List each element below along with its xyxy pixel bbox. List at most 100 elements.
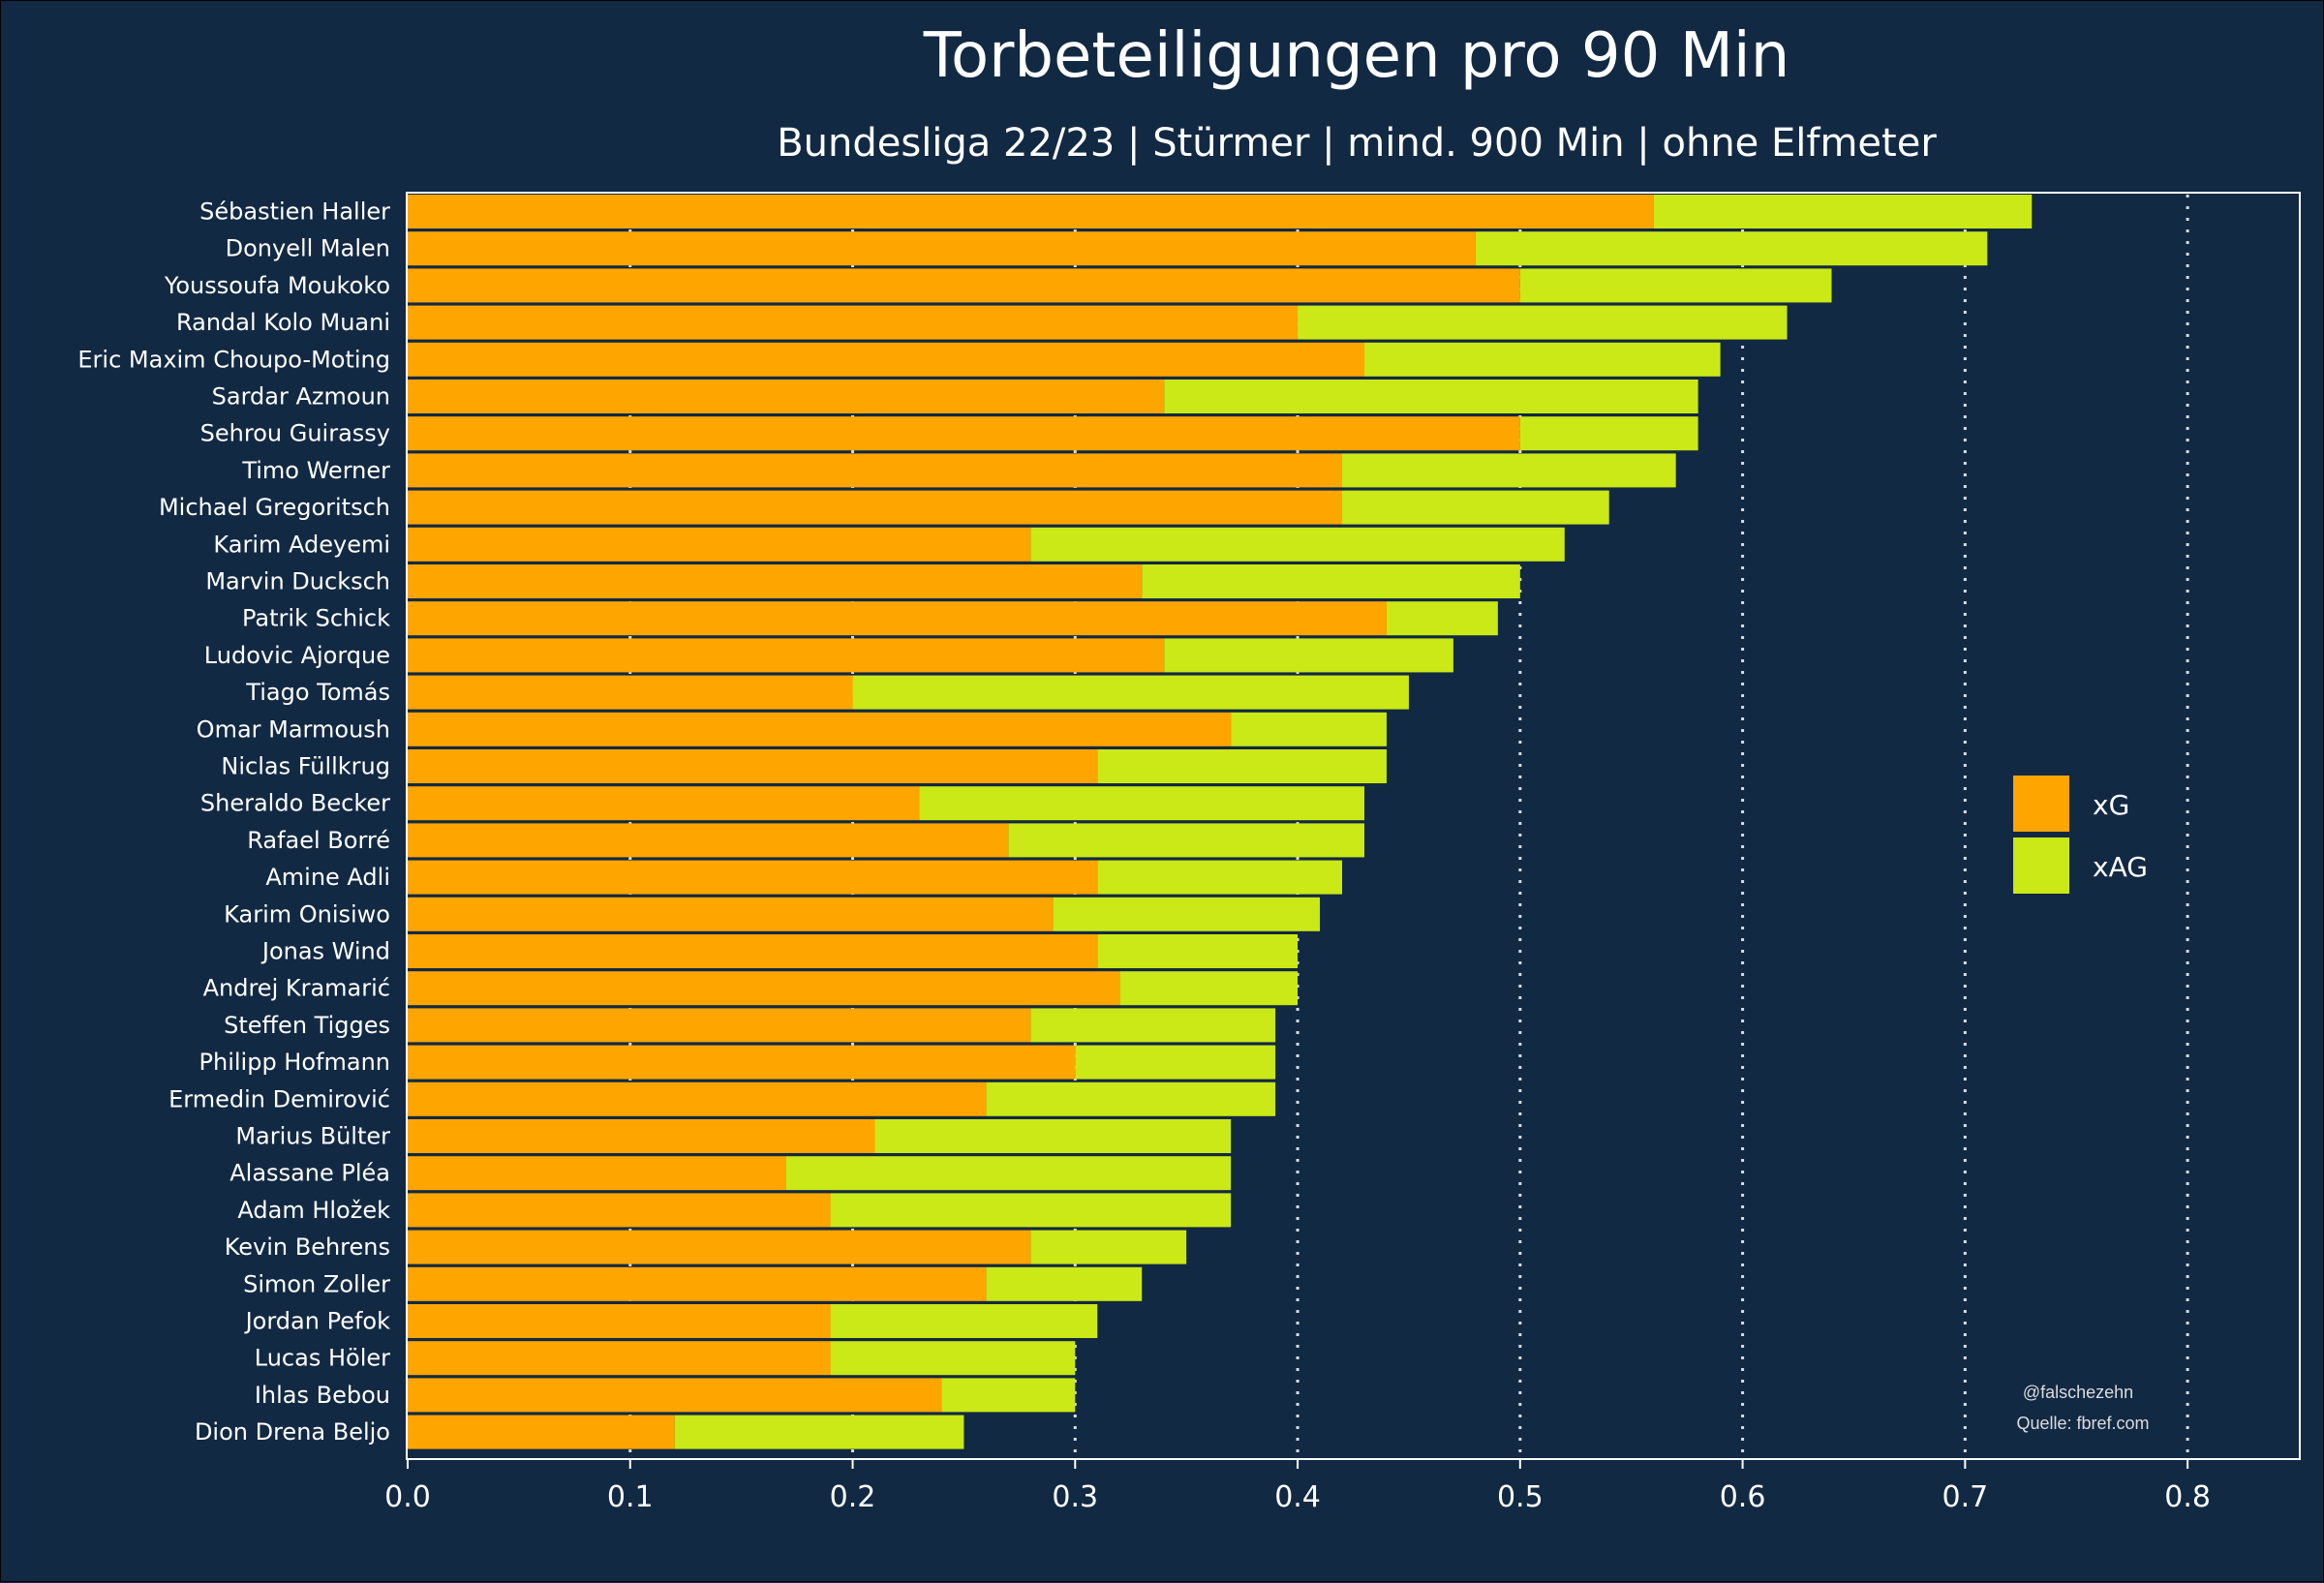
x-axis-ticks: 0.0 0.1 0.2 0.3 0.4 0.5 0.6 0.7 0.8 [384,1459,2211,1514]
bar-xg-tiago-tomas [408,675,853,710]
legend-swatch-xg [2013,776,2069,832]
bar-xag-alassane-plea [785,1156,1232,1191]
x-tick-label: 0.8 [2164,1480,2211,1514]
bar-xg-lucas-holer [408,1341,831,1376]
bar-xg-randal-kolo-muani [408,305,1299,340]
category-label: Youssoufa Moukoko [164,272,390,299]
bar-xag-marius-bulter [874,1119,1232,1153]
bar-xag-omar-marmoush [1231,712,1387,746]
bar-xag-eric-maxim-choupo-moting [1363,342,1721,377]
category-label: Randal Kolo Muani [176,309,390,336]
bar-xg-karim-adeyemi [408,527,1031,562]
bar-xg-rafael-borre [408,823,1009,858]
bar-xag-sheraldo-becker [919,786,1364,821]
category-label: Alassane Pléa [229,1160,390,1187]
category-label: Tiago Tomás [245,679,390,706]
category-label: Marius Bülter [235,1123,390,1150]
bar-xg-philipp-hofmann [408,1045,1076,1080]
bar-xg-adam-hlozek [408,1193,831,1228]
bar-xag-kevin-behrens [1030,1230,1187,1264]
bar-xg-karim-onisiwo [408,897,1054,931]
category-label: Lucas Höler [255,1345,390,1372]
source-note: Quelle: fbref.com [2016,1414,2149,1433]
category-label: Donyell Malen [226,235,390,262]
category-label: Philipp Hofmann [199,1049,390,1076]
category-label: Karim Adeyemi [213,531,390,558]
bar-xag-tiago-tomas [852,675,1409,710]
x-tick-label: 0.5 [1497,1480,1544,1514]
category-label: Patrik Schick [242,605,390,632]
x-tick-label: 0.2 [830,1480,876,1514]
category-label: Rafael Borré [247,827,390,854]
bar-xag-steffen-tigges [1030,1008,1276,1043]
bar-xag-donyell-malen [1475,231,1988,266]
bar-xg-sheraldo-becker [408,786,920,821]
bar-xag-niclas-fullkrug [1097,749,1387,783]
chart-title: Torbeteiligungen pro 90 Min [923,20,1790,92]
bar-xg-youssoufa-moukoko [408,268,1520,303]
category-label: Jonas Wind [260,938,390,965]
category-label: Ludovic Ajorque [204,642,390,669]
bar-xg-marvin-ducksch [408,564,1143,598]
bar-xag-jonas-wind [1097,934,1299,968]
bar-xag-ihlas-bebou [941,1378,1076,1413]
category-label: Adam Hložek [237,1197,390,1224]
category-label: Niclas Füllkrug [221,753,390,780]
category-label: Sardar Azmoun [212,383,390,411]
bar-xg-steffen-tigges [408,1008,1031,1043]
bar-xag-michael-gregoritsch [1342,490,1609,525]
x-tick-label: 0.6 [1720,1480,1766,1514]
bar-xg-patrik-schick [408,601,1387,636]
bar-xg-jonas-wind [408,934,1098,968]
bar-xag-sardar-azmoun [1164,380,1698,413]
bar-xag-ermedin-demirovic [986,1081,1276,1116]
category-label: Omar Marmoush [197,715,390,743]
plot-border [406,192,2301,1460]
bars [408,195,2033,1449]
category-label: Steffen Tigges [224,1012,390,1039]
bar-xag-sehrou-guirassy [1519,416,1698,451]
bar-xg-marius-bulter [408,1119,875,1153]
x-tick-label: 0.0 [384,1480,431,1514]
category-label: Sébastien Haller [199,198,390,226]
category-label: Simon Zoller [243,1270,390,1297]
category-label: Sehrou Guirassy [200,420,390,447]
bar-xag-randal-kolo-muani [1298,305,1788,340]
bar-xag-jordan-pefok [830,1304,1098,1338]
category-label: Andrej Kramarić [203,975,390,1002]
bar-xag-ludovic-ajorque [1164,638,1453,673]
x-tick-label: 0.4 [1274,1480,1321,1514]
bar-xg-simon-zoller [408,1266,987,1301]
bar-xag-karim-adeyemi [1030,527,1565,562]
category-label: Timo Werner [241,457,390,484]
bar-xg-niclas-fullkrug [408,749,1098,783]
x-tick-label: 0.3 [1052,1480,1098,1514]
bar-xg-alassane-plea [408,1156,786,1191]
bar-xag-rafael-borre [1008,823,1364,858]
bar-xg-timo-werner [408,453,1343,488]
category-labels: Sébastien Haller Donyell Malen Youssoufa M… [77,198,390,1446]
legend-label-xg: xG [2093,789,2129,821]
legend: xG xAG [2013,776,2148,894]
bar-xg-amine-adli [408,860,1098,895]
bar-xag-youssoufa-moukoko [1519,268,1832,303]
category-label: Amine Adli [265,864,390,891]
bar-xg-jordan-pefok [408,1304,831,1338]
bar-xg-kevin-behrens [408,1230,1031,1264]
bar-xag-amine-adli [1097,860,1343,895]
bar-xag-adam-hlozek [830,1193,1232,1228]
bar-xg-sardar-azmoun [408,380,1165,413]
bar-xg-sehrou-guirassy [408,416,1520,451]
author-credit: @falschezehn [2023,1383,2133,1402]
category-label: Michael Gregoritsch [159,494,390,521]
x-tick-label: 0.7 [1942,1480,1988,1514]
chart-subtitle: Bundesliga 22/23 | Stürmer | mind. 900 M… [777,121,1937,166]
bar-xg-michael-gregoritsch [408,490,1343,525]
bar-xag-dion-drena-beljo [674,1415,964,1449]
bar-xg-ermedin-demirovic [408,1081,987,1116]
category-label: Dion Drena Beljo [195,1418,390,1446]
bar-xg-sebastien-haller [408,195,1654,228]
category-label: Marvin Ducksch [205,568,390,595]
